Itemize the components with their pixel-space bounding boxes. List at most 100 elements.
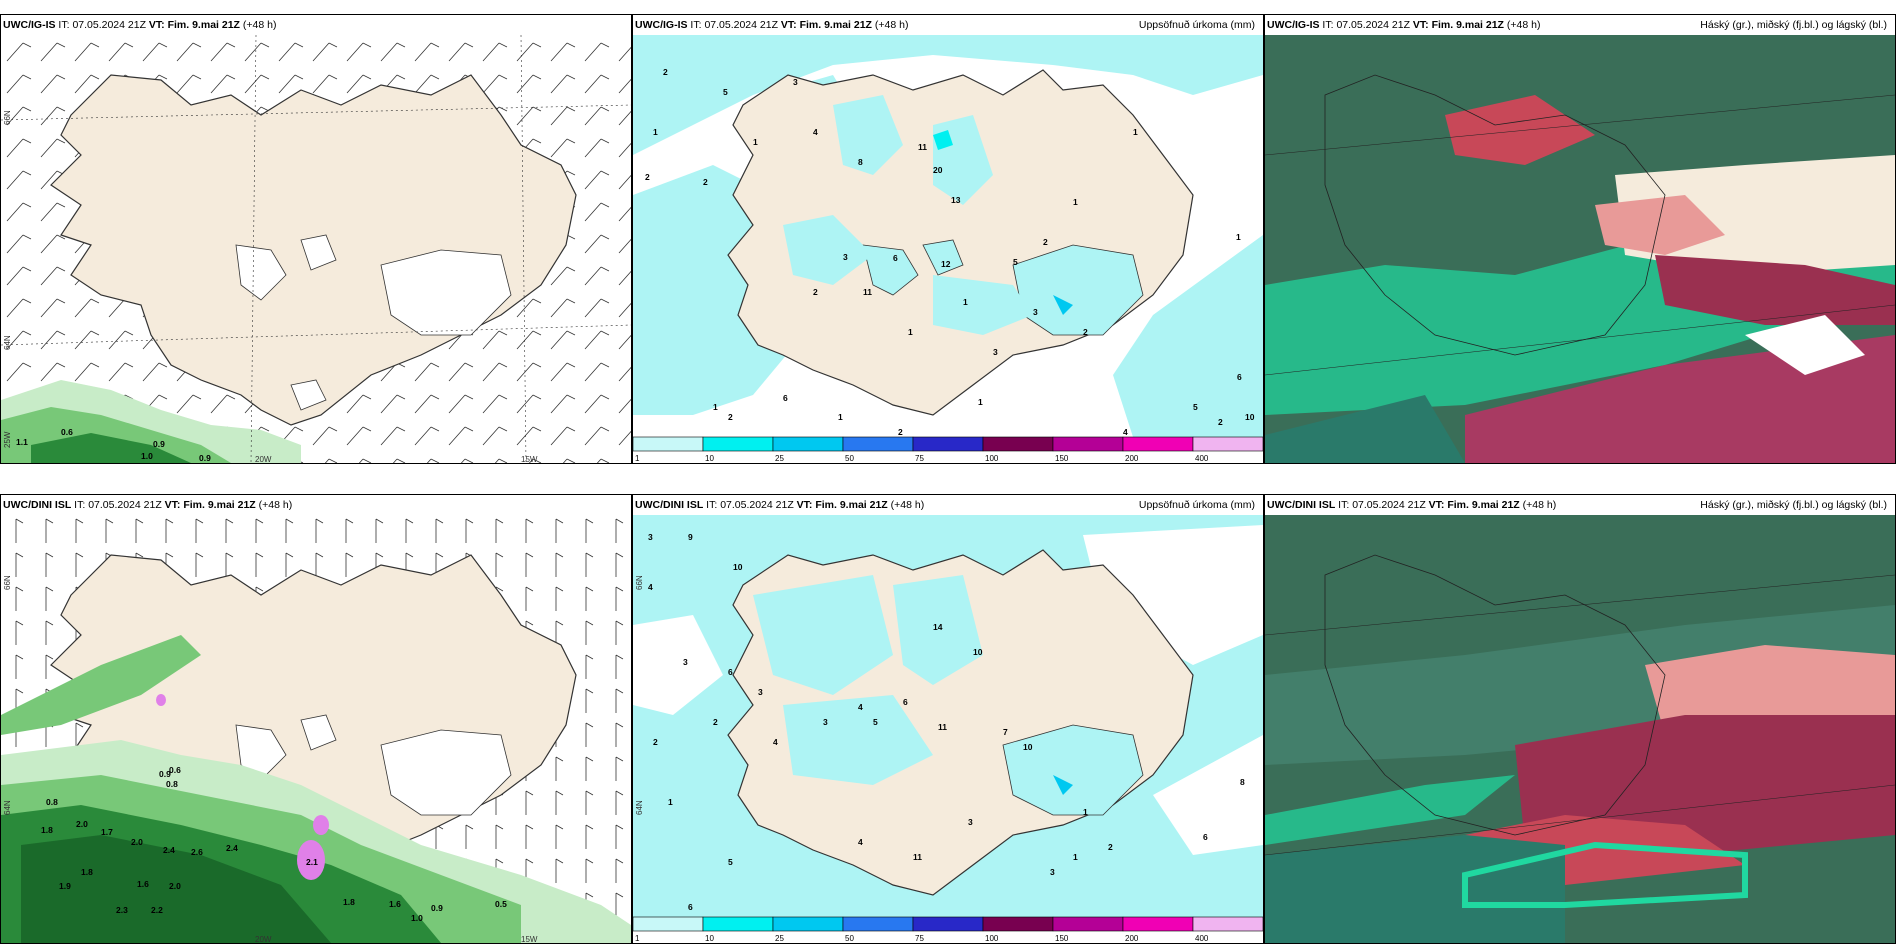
precip-map: 3 9 4 10 14 10 11 4 3 5 6 3 4 2 3 6 7 10… (633, 515, 1263, 917)
value-label: 11 (863, 287, 872, 297)
colorbar-swatch (633, 436, 704, 452)
colorbar-swatch (1052, 436, 1124, 452)
value-label: 11 (913, 852, 922, 862)
value-label: 4 (1123, 427, 1128, 437)
colorbar-tick: 1 (635, 934, 640, 943)
colorbar-tick: 75 (915, 454, 924, 463)
value-label: 10 (1245, 412, 1255, 422)
value-label: 3 (993, 347, 998, 357)
colorbar-tick: 400 (1195, 454, 1209, 463)
lat-label-25w: 25W (3, 431, 12, 448)
colorbar-tick: 150 (1055, 454, 1069, 463)
value-label: 2 (645, 172, 650, 182)
value-label: 4 (773, 737, 778, 747)
value-label: 2.0 (169, 881, 181, 891)
colorbar-swatch (702, 436, 774, 452)
value-label: 2 (1108, 842, 1113, 852)
value-label: 2.4 (163, 845, 175, 855)
lon-label-20w: 20W (255, 455, 272, 464)
colorbar-swatch (982, 916, 1054, 932)
value-label: 2 (663, 67, 668, 77)
value-label: 1.6 (389, 899, 401, 909)
panel-title: UWC/IG-IS IT: 07.05.2024 21Z VT: Fim. 9.… (635, 19, 909, 31)
colorbar-swatch (772, 916, 844, 932)
value-label: 2.2 (151, 905, 163, 915)
value-label: 2 (1043, 237, 1048, 247)
value-label: 3 (968, 817, 973, 827)
value-label: 6 (903, 697, 908, 707)
panel-title: UWC/DINI ISL IT: 07.05.2024 21Z VT: Fim.… (3, 499, 293, 511)
value-label: 3 (1050, 867, 1055, 877)
panel-subtitle: Háský (gr.), miðský (fj.bl.) og lágský (… (1700, 19, 1887, 31)
colorbar-tick: 400 (1195, 934, 1209, 943)
colorbar-swatch (772, 436, 844, 452)
colorbar-tick: 100 (985, 454, 999, 463)
value-label: 2.4 (226, 843, 238, 853)
value-label: 4 (858, 702, 863, 712)
value-label: 2 (713, 717, 718, 727)
value-label: 2.6 (191, 847, 203, 857)
value-label: 20 (933, 165, 943, 175)
value-label: 5 (723, 87, 728, 97)
value-label: 4 (813, 127, 818, 137)
panel-wind-ig: UWC/IG-IS IT: 07.05.2024 21Z VT: Fim. 9.… (0, 14, 632, 464)
lat-label-66: 66N (3, 110, 12, 125)
colorbar-tick: 25 (775, 934, 784, 943)
value-label: 14 (933, 622, 943, 632)
colorbar-tick: 75 (915, 934, 924, 943)
value-label: 2 (813, 287, 818, 297)
colorbar-tick: 50 (845, 454, 854, 463)
value-label: 9 (688, 532, 693, 542)
value-label: 3 (683, 657, 688, 667)
panel-title: UWC/IG-IS IT: 07.05.2024 21Z VT: Fim. 9.… (1267, 19, 1541, 31)
value-label: 5 (1013, 257, 1018, 267)
value-label: 11 (938, 722, 947, 732)
colorbar-swatch (912, 436, 984, 452)
value-label: 0.6 (169, 765, 181, 775)
value-label: 2.0 (76, 819, 88, 829)
value-label: 1 (1073, 197, 1078, 207)
panel-subtitle: Háský (gr.), miðský (fj.bl.) og lágský (… (1700, 499, 1887, 511)
value-label: 12 (941, 259, 951, 269)
value-label: 1 (1083, 807, 1088, 817)
value-label: 1.1 (16, 437, 28, 447)
colorbar-tick: 50 (845, 934, 854, 943)
lon-label-20w: 20W (255, 935, 272, 944)
value-label: 6 (893, 253, 898, 263)
value-label: 1.0 (141, 451, 153, 461)
value-label: 2.3 (116, 905, 128, 915)
value-label: 0.9 (153, 439, 165, 449)
value-label: 10 (973, 647, 983, 657)
colorbar-swatch (1192, 916, 1263, 932)
value-label: 2 (1218, 417, 1223, 427)
value-label: 1.8 (343, 897, 355, 907)
value-label: 1 (908, 327, 913, 337)
wind-map: 0.8 0.6 0.8 0.9 2.0 1.8 1.7 2.0 2.4 2.6 … (1, 515, 631, 943)
value-label: 3 (823, 717, 828, 727)
value-label: 0.6 (61, 427, 73, 437)
value-label: 2 (898, 427, 903, 437)
lon-label-15w: 15W (521, 455, 538, 464)
value-label: 1 (653, 127, 658, 137)
value-label: 2 (703, 177, 708, 187)
value-label: 1 (963, 297, 968, 307)
colorbar-tick: 100 (985, 934, 999, 943)
value-label: 1.8 (81, 867, 93, 877)
colorbar-swatch (842, 916, 914, 932)
value-label: 2 (1083, 327, 1088, 337)
value-label: 1 (838, 412, 843, 422)
lat-label-66: 66N (3, 575, 12, 590)
precip-colorbar: 1 10 25 50 75 100 150 200 400 (633, 435, 1263, 463)
cloud-map (1265, 35, 1895, 463)
colorbar-tick: 10 (705, 934, 714, 943)
colorbar-tick: 150 (1055, 934, 1069, 943)
panel-clouds-ig: UWC/IG-IS IT: 07.05.2024 21Z VT: Fim. 9.… (1264, 14, 1896, 464)
value-label: 10 (733, 562, 743, 572)
value-label: 4 (858, 837, 863, 847)
colorbar-swatch (842, 436, 914, 452)
value-label: 6 (1237, 372, 1242, 382)
value-label: 1 (668, 797, 673, 807)
value-label: 1.6 (137, 879, 149, 889)
value-label: 8 (858, 157, 863, 167)
panel-wind-dini: UWC/DINI ISL IT: 07.05.2024 21Z VT: Fim.… (0, 494, 632, 944)
